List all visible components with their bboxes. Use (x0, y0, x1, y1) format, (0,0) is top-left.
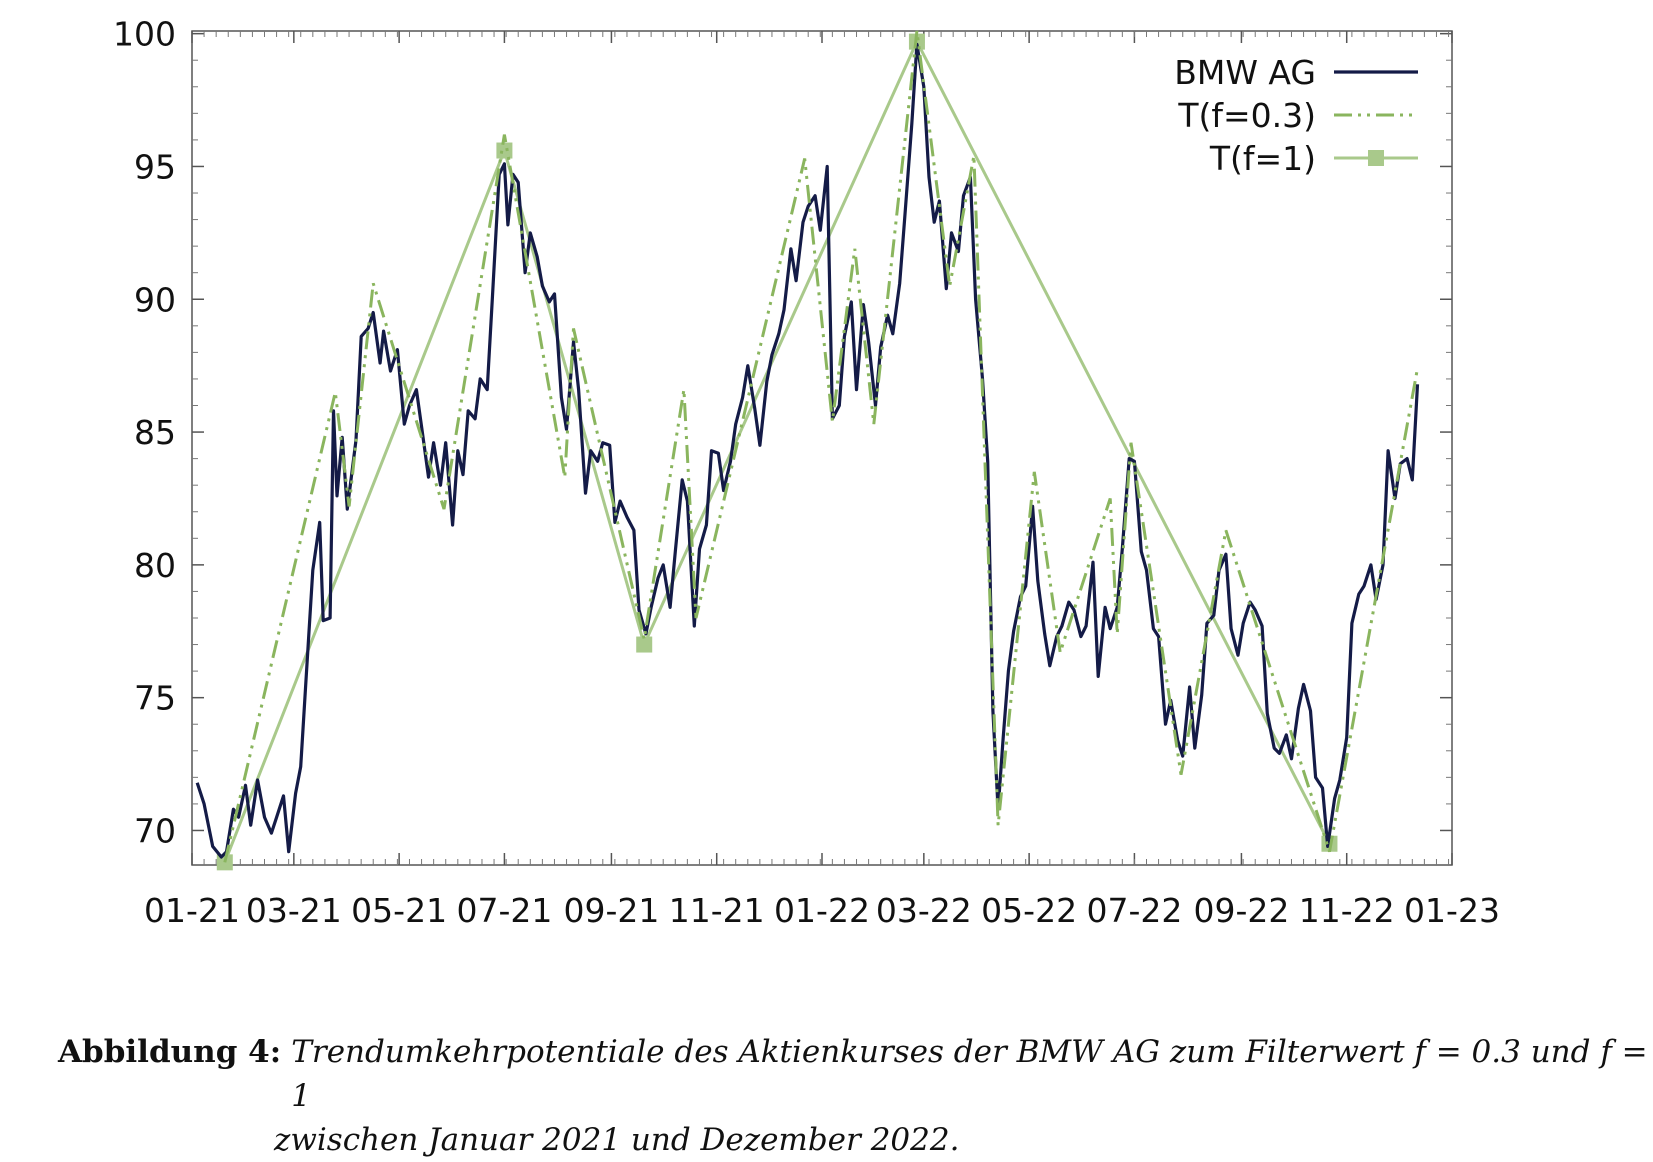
x-tick-label: 11-22 (1299, 891, 1395, 930)
x-tick-label: 01-22 (774, 891, 870, 930)
y-tick-label: 75 (134, 679, 176, 718)
x-tick-label: 05-22 (981, 891, 1077, 930)
x-tick-label: 01-21 (144, 891, 240, 930)
y-tick-label: 95 (134, 147, 176, 186)
y-tick-label: 85 (134, 413, 176, 452)
caption-line-2: zwischen Januar 2021 und Dezember 2022. (274, 1122, 960, 1158)
series-lines (195, 30, 1420, 871)
x-tick-label: 09-22 (1193, 891, 1289, 930)
figure-caption: Abbildung 4: Trendumkehrpotentiale des A… (58, 1030, 1648, 1162)
y-tick-label: 80 (134, 546, 176, 585)
x-tick-label: 07-21 (456, 891, 552, 930)
y-tick-label: 70 (134, 811, 176, 850)
x-tick-label: 07-22 (1086, 891, 1182, 930)
legend-label: BMW AG (1174, 53, 1316, 92)
legend-marker (1368, 150, 1384, 166)
legend: BMW AG T(f=0.3) T(f=1) (1174, 53, 1418, 178)
legend-label: T(f=0.3) (1177, 96, 1316, 135)
series-marker (636, 636, 653, 653)
series-line-1 (223, 30, 1419, 863)
x-tick-label: 01-23 (1404, 891, 1500, 930)
x-tick-label: 03-21 (246, 891, 342, 930)
x-tick-label: 09-21 (563, 891, 659, 930)
x-tick-label: 03-22 (876, 891, 972, 930)
chart: 70 75 80 85 90 95 100 01-21 03-21 05-21 07-21 09-2… (113, 15, 1500, 930)
y-tick-label: 100 (113, 15, 176, 54)
y-axis-tick-labels: 70 75 80 85 90 95 100 (113, 15, 176, 851)
y-tick-label: 90 (134, 280, 176, 319)
x-tick-label: 11-21 (669, 891, 765, 930)
caption-label: Abbildung 4: (58, 1034, 282, 1070)
series-line-0 (195, 42, 1420, 859)
axis-ticks (191, 31, 1453, 865)
series-marker (496, 142, 513, 159)
caption-line-1: Trendumkehrpotentiale des Aktienkurses d… (291, 1034, 1648, 1114)
x-axis-tick-labels: 01-21 03-21 05-21 07-21 09-21 11-21 01-22 03-22… (144, 891, 1500, 930)
x-tick-label: 05-21 (351, 891, 447, 930)
series-line-2 (223, 38, 1331, 863)
legend-label: T(f=1) (1209, 139, 1316, 178)
